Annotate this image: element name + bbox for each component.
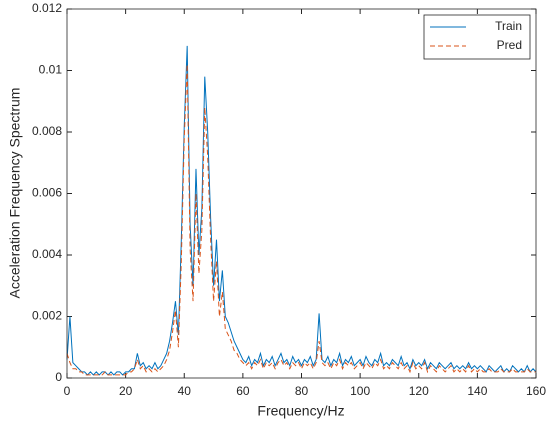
x-tick-label: 120 [409,384,429,398]
x-tick-label: 40 [178,384,192,398]
x-tick-label: 100 [350,384,370,398]
y-tick-label: 0.012 [32,1,62,15]
y-axis-label: Acceleration Frequency Spectrum [7,88,23,299]
plot-area [67,9,536,378]
y-tick-label: 0.008 [32,124,62,138]
axes-box [66,8,537,379]
x-tick-label: 60 [236,384,250,398]
y-tick-label: 0.006 [32,186,62,200]
x-tick-label: 20 [119,384,133,398]
x-tick-label: 0 [64,384,71,398]
series-line [66,64,536,376]
x-tick-label: 140 [467,384,487,398]
legend-label: Train [495,19,522,33]
x-tick-label: 80 [295,384,309,398]
legend-box [423,14,531,60]
y-tick-label: 0.002 [32,309,62,323]
series-line [66,45,537,376]
x-tick-label: 160 [526,384,546,398]
y-tick-label: 0.01 [39,63,63,77]
x-axis-label: Frequency/Hz [257,403,344,419]
y-tick-label: 0.004 [32,247,62,261]
legend-label: Pred [497,38,522,52]
y-tick-label: 0 [55,370,62,384]
